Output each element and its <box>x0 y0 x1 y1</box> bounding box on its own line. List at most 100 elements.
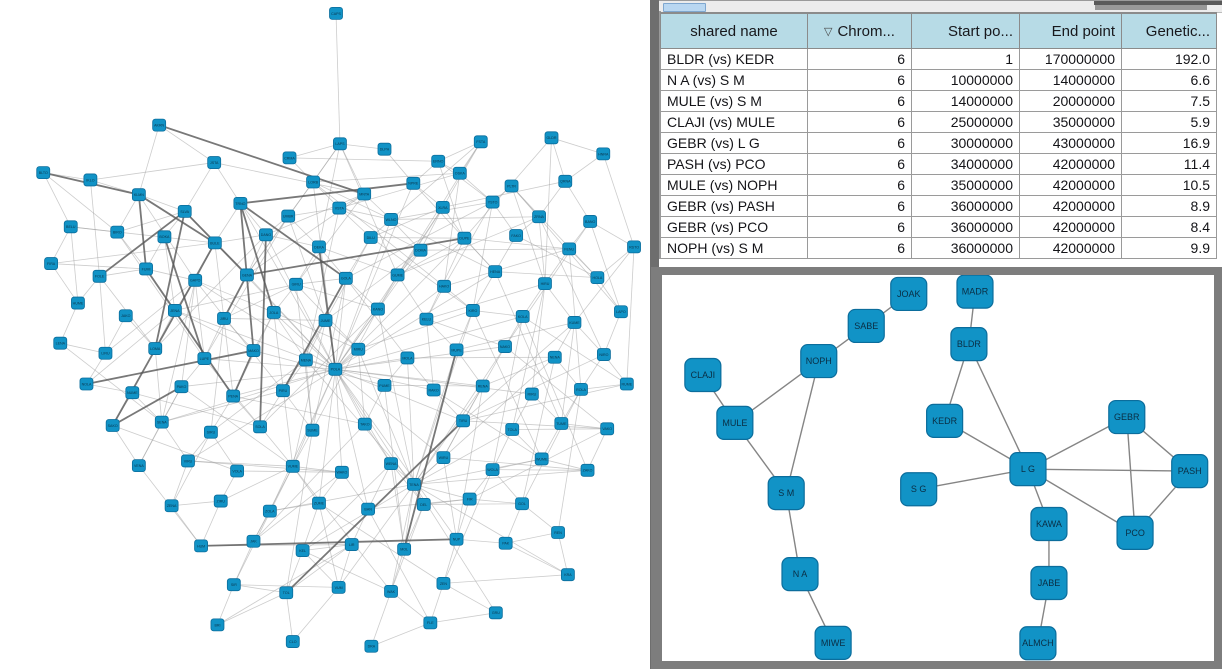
main-network-node[interactable]: FLE <box>423 616 438 630</box>
main-network-node[interactable]: VUM <box>331 580 346 594</box>
main-network-node[interactable]: SIRU <box>204 425 218 439</box>
sub-network-canvas[interactable]: JOAK SABE NOPH CLAJI MULE S M N A MIWE MADR BLDR K… <box>662 275 1214 661</box>
main-network-node[interactable]: MNTA <box>357 187 372 201</box>
main-network-node[interactable]: MAKO <box>246 344 261 357</box>
main-network-node[interactable]: SIR <box>226 578 241 592</box>
main-network-node[interactable]: HIRU <box>538 277 552 291</box>
main-network-node[interactable]: MIRU <box>351 342 366 356</box>
main-network-node[interactable]: JOLA <box>266 306 281 319</box>
main-network-node[interactable]: LORB <box>306 175 320 189</box>
main-network-node[interactable]: TENA <box>407 477 421 491</box>
main-network-node[interactable]: DANO <box>259 228 273 242</box>
main-network-node[interactable]: RSTO <box>627 240 641 254</box>
main-network-node[interactable]: QRNA <box>558 174 573 188</box>
main-network-node[interactable]: RUME <box>619 377 634 391</box>
main-network-node[interactable]: NENA <box>547 350 562 364</box>
main-network-node[interactable]: KOLA <box>515 310 530 323</box>
main-network-node[interactable]: SAKO <box>105 419 120 432</box>
main-network-node[interactable]: DRA <box>364 639 379 653</box>
subnet-node-SG[interactable]: S G <box>900 472 938 507</box>
main-network-node[interactable]: PAKO <box>174 380 189 394</box>
main-network-node[interactable]: FSTA <box>473 135 488 149</box>
main-network-node[interactable]: ZENA <box>164 499 179 513</box>
main-network-node[interactable]: BOKA <box>157 230 172 244</box>
main-network-node[interactable]: KEL <box>295 544 310 557</box>
main-network-node[interactable]: TIRU <box>456 414 470 428</box>
main-network-node[interactable]: MOL <box>397 542 412 556</box>
main-network-node[interactable]: MUPE <box>449 343 464 357</box>
main-network-node[interactable]: SOLA <box>253 420 267 434</box>
main-network-node[interactable]: MENA <box>298 353 313 367</box>
main-network-node[interactable]: HUM <box>194 539 208 553</box>
table-row[interactable]: GEBR (vs) L G 6 30000000 43000000 16.9 <box>660 132 1217 154</box>
main-network-node[interactable]: BAN <box>361 502 376 516</box>
main-network-node[interactable]: NIRO <box>597 348 611 361</box>
table-row[interactable]: N A (vs) S M 6 10000000 14000000 6.6 <box>660 69 1217 91</box>
main-network-node[interactable]: CRMA <box>282 151 297 165</box>
main-network-node[interactable]: ZRNA <box>532 210 546 224</box>
subnet-node-MIWE[interactable]: MIWE <box>814 625 852 660</box>
main-network-node[interactable]: VAKO <box>600 422 615 436</box>
main-network-node[interactable]: HUME <box>71 296 85 310</box>
main-network-node[interactable]: FUMI <box>139 262 153 276</box>
main-network-node[interactable]: ZIRU <box>213 494 228 508</box>
main-network-node[interactable]: NUP <box>449 532 464 546</box>
subnet-node-ALMCH[interactable]: ALMCH <box>1019 626 1057 661</box>
scrollbar-thumb[interactable] <box>663 3 706 12</box>
main-network-node[interactable]: LOMA <box>148 342 163 355</box>
main-network-node[interactable]: VIRU <box>181 454 195 468</box>
subnet-node-SABE[interactable]: SABE <box>847 308 885 344</box>
main-network-node[interactable]: ZUME <box>312 496 326 510</box>
main-network-node[interactable]: LIRU <box>98 346 113 360</box>
subnet-node-GEBR[interactable]: GEBR <box>1108 399 1146 435</box>
subnet-node-PASH[interactable]: PASH <box>1171 453 1209 489</box>
table-row[interactable]: PASH (vs) PCO 6 34000000 42000000 11.4 <box>660 153 1217 175</box>
table-row[interactable]: MULE (vs) S M 6 14000000 20000000 7.5 <box>660 90 1217 112</box>
main-network-node[interactable]: GRU <box>488 606 503 620</box>
main-network-node[interactable]: LENA <box>53 336 68 350</box>
main-network-node[interactable]: SENA <box>154 415 169 429</box>
main-network-node[interactable]: GOLA <box>338 271 353 285</box>
subnet-node-NA[interactable]: N A <box>781 557 819 592</box>
main-network-node[interactable]: HOLA <box>590 271 605 285</box>
main-network-node[interactable]: GUME <box>390 268 405 282</box>
main-network-node[interactable]: RIRU <box>524 387 539 401</box>
main-network-node[interactable]: KANO <box>371 302 385 316</box>
main-network-node[interactable]: BANO <box>583 215 598 228</box>
main-network-node[interactable]: PLTR <box>504 179 519 193</box>
table-row[interactable]: BLDR (vs) KEDR 6 1 170000000 192.0 <box>660 48 1217 70</box>
main-network-node[interactable]: GIRU <box>289 277 303 291</box>
main-network-node[interactable]: CLO <box>285 635 300 648</box>
main-network-node[interactable]: SLVA <box>177 205 192 218</box>
column-header-start-position[interactable]: Start po... <box>911 12 1020 49</box>
main-network-node[interactable]: GLDR <box>544 131 559 145</box>
main-network-node[interactable]: NUME <box>125 386 140 400</box>
main-network-node[interactable]: JUME <box>318 314 333 327</box>
main-network-node[interactable]: WUME <box>534 452 549 466</box>
subnet-node-KEDR[interactable]: KEDR <box>926 403 964 439</box>
main-network-node[interactable]: DUPE <box>457 231 472 245</box>
main-network-node[interactable]: PAK <box>498 536 513 550</box>
main-network-node[interactable]: NPRE <box>406 176 421 190</box>
main-network-node[interactable]: WAKO <box>335 465 349 479</box>
table-row[interactable]: GEBR (vs) PASH 6 36000000 42000000 8.9 <box>660 195 1217 217</box>
main-network-node[interactable]: ROLA <box>574 382 588 396</box>
main-network-node[interactable]: LAPO <box>614 305 628 319</box>
main-network-canvas[interactable]: CAPS LAPS AKRN BLTO CRMA DLPH ERNO FSTA GLDR HNRA… <box>0 0 655 669</box>
main-network-node[interactable]: TOLA <box>505 423 520 436</box>
scrollbar-segment[interactable] <box>1095 3 1207 10</box>
table-row[interactable]: MULE (vs) NOPH 6 35000000 42000000 10.5 <box>660 174 1217 196</box>
main-network-node[interactable]: TOL <box>279 586 294 600</box>
table-row[interactable]: GEBR (vs) PCO 6 36000000 42000000 8.4 <box>660 216 1217 238</box>
main-network-node[interactable]: GAPO <box>188 273 203 287</box>
subnet-node-PCO[interactable]: PCO <box>1116 515 1154 550</box>
main-network-node[interactable]: AKRN <box>152 118 167 132</box>
main-network-node[interactable]: JSTA <box>207 156 222 169</box>
filter-icon[interactable]: ▽ <box>824 25 833 38</box>
main-network-node[interactable]: RAKO <box>426 383 441 397</box>
main-network-node[interactable]: KUME <box>567 316 582 329</box>
subnet-node-JABE[interactable]: JABE <box>1030 565 1068 601</box>
main-network-node[interactable]: PENA <box>226 389 241 403</box>
main-network-node[interactable]: VSTA <box>332 201 347 215</box>
main-network-node[interactable]: KIRO <box>466 304 480 317</box>
